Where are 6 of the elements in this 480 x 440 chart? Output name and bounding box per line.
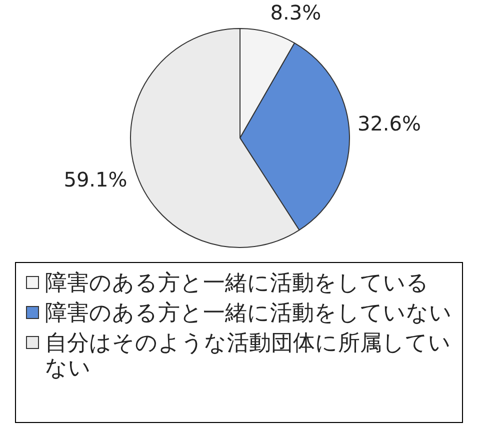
data-label: 59.1%: [64, 167, 128, 192]
legend-label: 障害のある方と一緒に活動をしていない: [45, 301, 452, 326]
data-label: 32.6%: [357, 111, 422, 136]
legend-label: 障害のある方と一緒に活動をしている: [45, 271, 429, 296]
legend-label: 自分はそのような活動団体に所属していない: [45, 331, 452, 381]
data-label: 8.3%: [270, 0, 322, 25]
